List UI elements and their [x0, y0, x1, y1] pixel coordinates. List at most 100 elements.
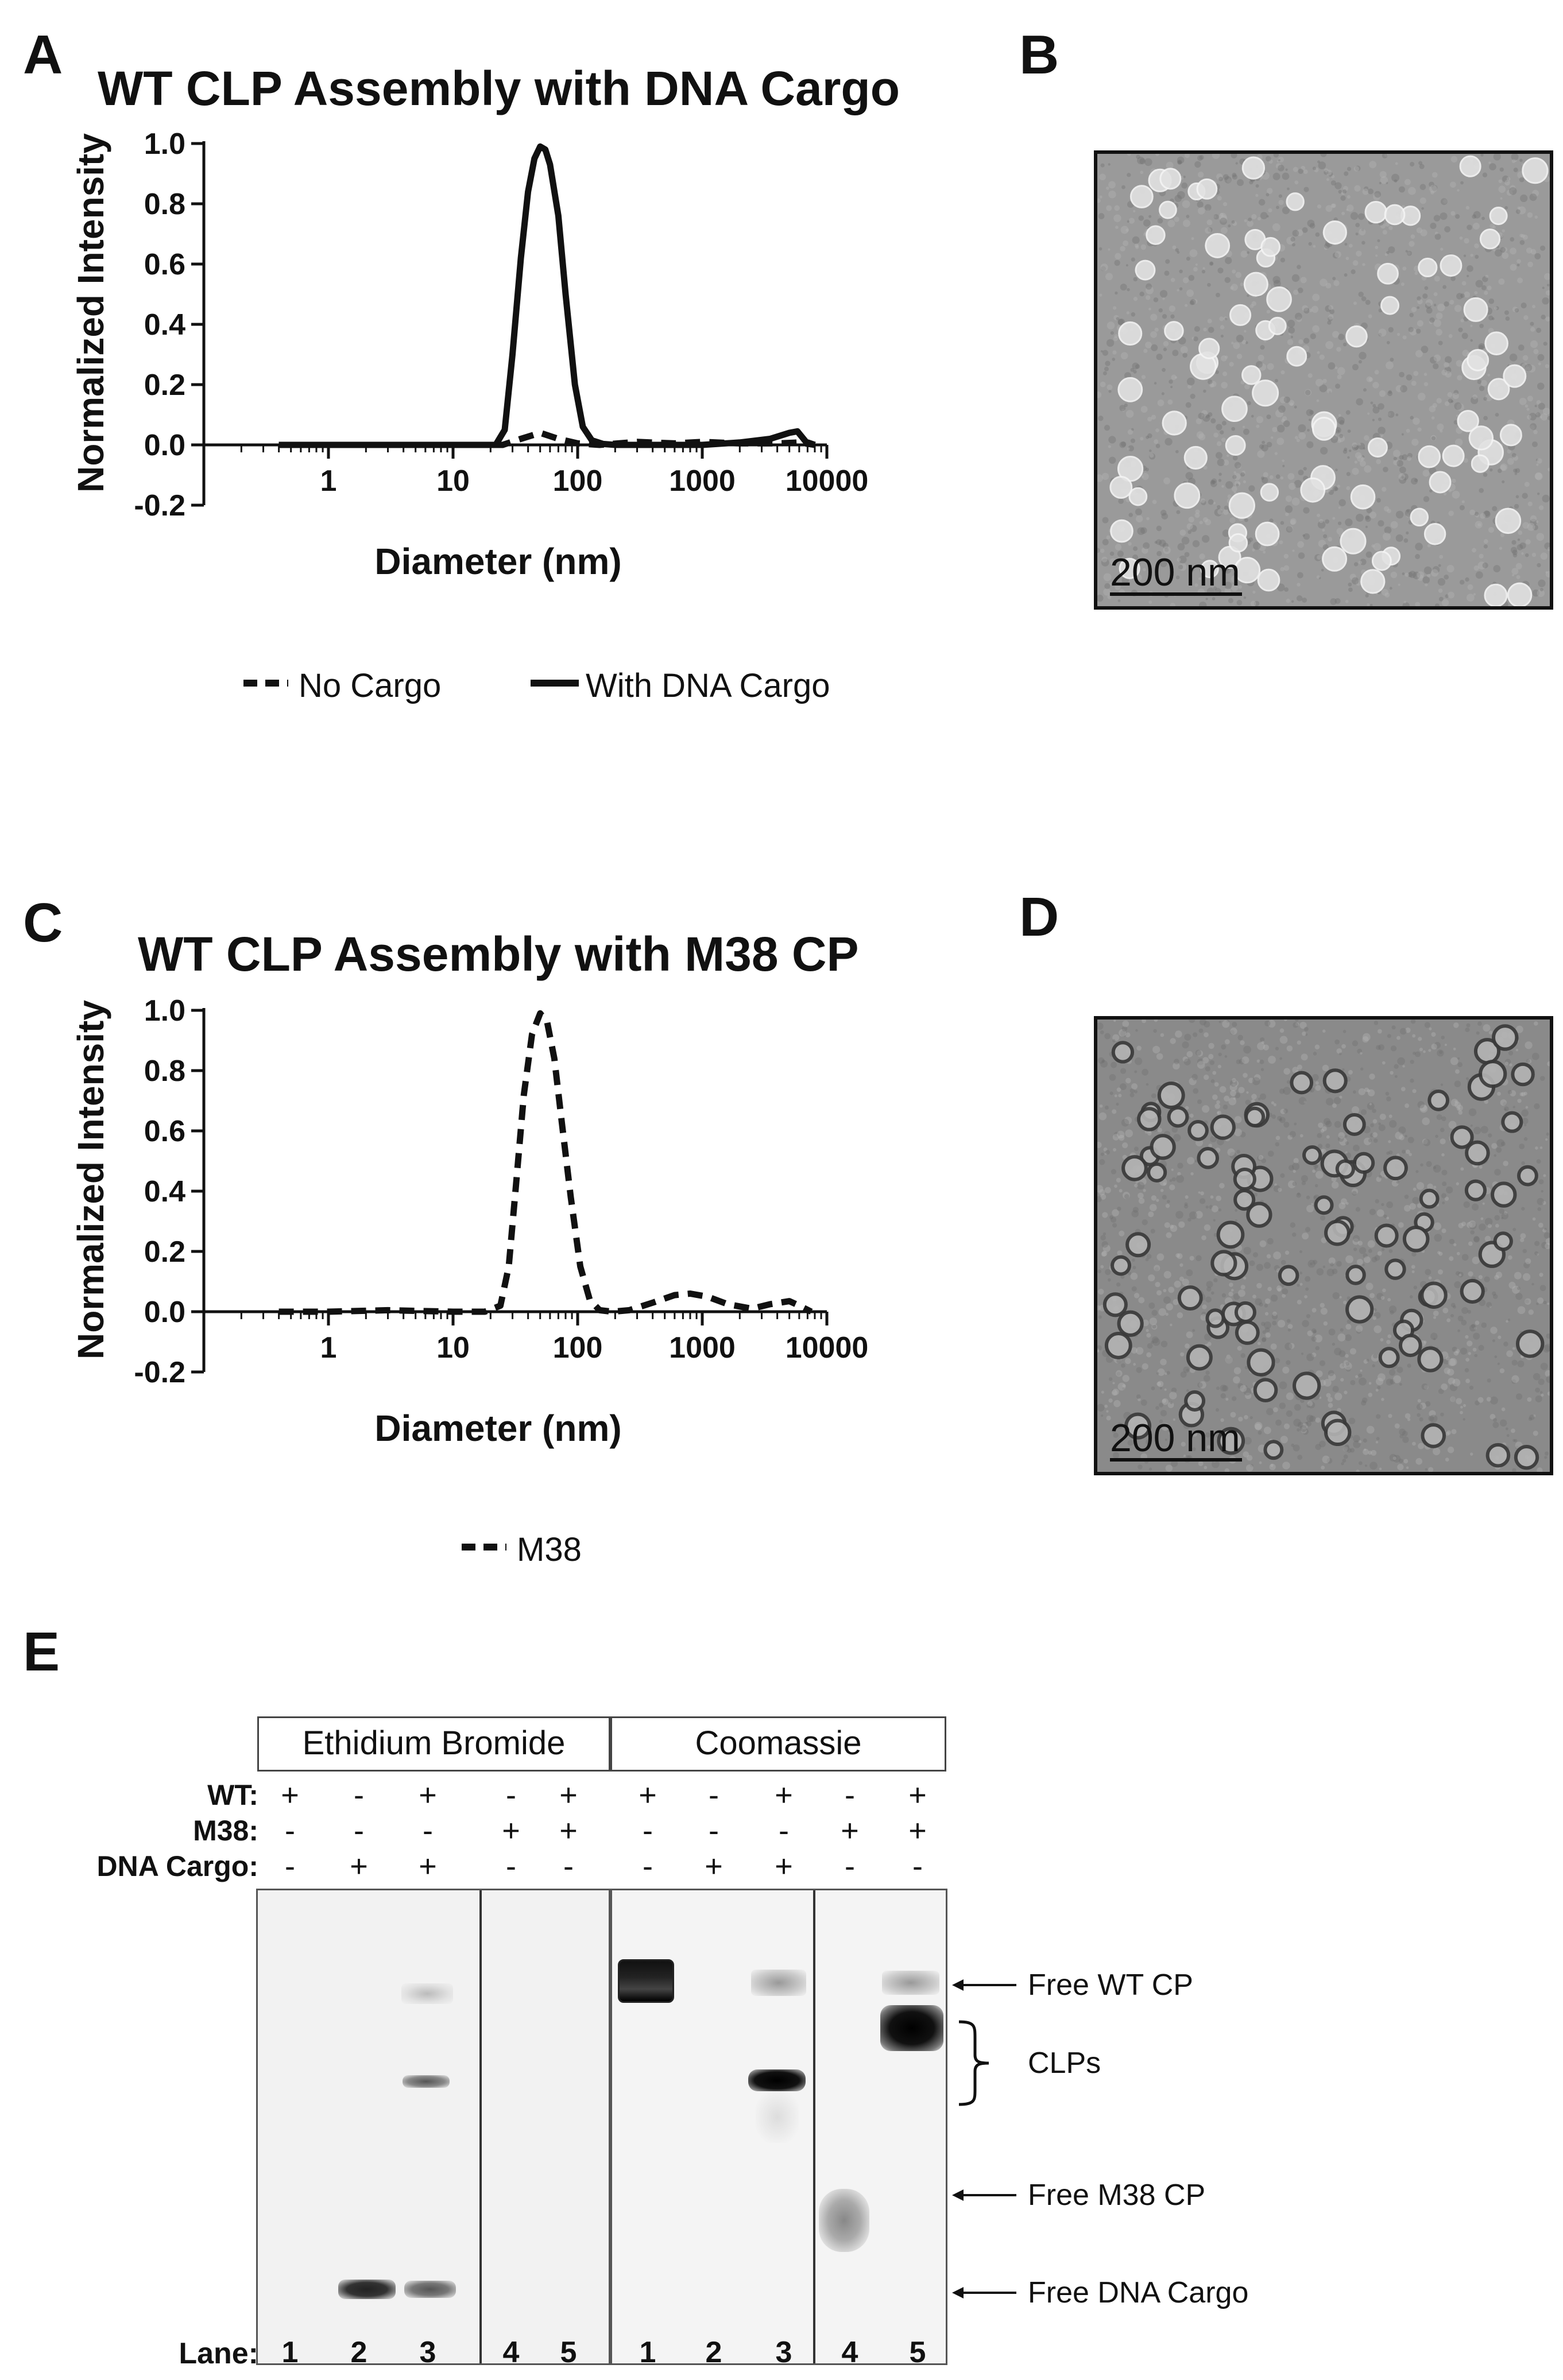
micrograph-grain: [1221, 382, 1228, 389]
micrograph-grain: [1450, 1099, 1458, 1107]
micrograph-grain: [1410, 234, 1415, 239]
micrograph-grain: [1175, 1030, 1182, 1038]
micrograph-grain: [1220, 334, 1224, 338]
micrograph-grain: [1405, 1134, 1407, 1138]
micrograph-grain: [1232, 1080, 1239, 1087]
micrograph-grain: [1287, 1134, 1293, 1140]
micrograph-grain: [1196, 431, 1204, 439]
micrograph-grain: [1292, 1067, 1299, 1073]
micrograph-grain: [1214, 481, 1217, 484]
micrograph-grain: [1342, 1068, 1345, 1071]
micrograph-grain: [1382, 230, 1387, 235]
micrograph-grain: [1255, 184, 1259, 188]
micrograph-grain: [1395, 385, 1403, 393]
particle: [1493, 1231, 1513, 1251]
micrograph-grain: [1369, 1073, 1375, 1080]
micrograph-grain: [1185, 1195, 1189, 1199]
micrograph-grain: [1189, 1077, 1197, 1086]
micrograph-grain: [1116, 1177, 1121, 1183]
micrograph-grain: [1398, 186, 1405, 193]
micrograph-grain: [1298, 424, 1306, 432]
micrograph-grain: [1214, 1082, 1219, 1087]
micrograph-grain: [1388, 1414, 1392, 1418]
micrograph-grain: [1465, 206, 1470, 210]
micrograph-grain: [1365, 1282, 1374, 1290]
micrograph-grain: [1131, 257, 1135, 262]
particle: [1111, 1255, 1131, 1276]
micrograph-grain: [1261, 1041, 1264, 1044]
micrograph-grain: [1512, 455, 1519, 461]
micrograph-grain: [1478, 1275, 1483, 1280]
micrograph-grain: [1499, 1419, 1507, 1427]
micrograph-grain: [1314, 1164, 1318, 1168]
micrograph-grain: [1460, 319, 1464, 323]
micrograph-grain: [1225, 481, 1233, 489]
micrograph-grain: [1433, 1338, 1436, 1340]
micrograph-grain: [1146, 1439, 1152, 1445]
y-tick-label: -0.2: [134, 1356, 185, 1389]
micrograph-grain: [1517, 538, 1521, 541]
micrograph-grain: [1151, 1093, 1156, 1099]
micrograph-grain: [1521, 1207, 1525, 1211]
micrograph-grain: [1264, 1304, 1268, 1308]
micrograph-grain: [1376, 1378, 1384, 1386]
micrograph-grain: [1348, 1069, 1353, 1075]
micrograph-grain: [1358, 443, 1365, 450]
micrograph-grain: [1444, 366, 1452, 374]
micrograph-grain: [1411, 381, 1417, 386]
micrograph-grain: [1276, 583, 1285, 592]
micrograph-grain: [1403, 1459, 1409, 1464]
micrograph-grain: [1449, 1383, 1458, 1391]
micrograph-grain: [1461, 1254, 1469, 1261]
micrograph-grain: [1532, 305, 1535, 308]
micrograph-grain: [1323, 1321, 1328, 1326]
micrograph-grain: [1136, 1394, 1141, 1399]
micrograph-grain: [1323, 534, 1328, 538]
micrograph-grain: [1344, 243, 1348, 246]
micrograph-grain: [1518, 530, 1523, 535]
micrograph-grain: [1184, 552, 1190, 557]
micrograph-grain: [1210, 479, 1215, 485]
micrograph-grain: [1232, 269, 1236, 274]
micrograph-grain: [1236, 599, 1243, 606]
micrograph-grain: [1121, 185, 1125, 189]
micrograph-grain: [1425, 1468, 1428, 1471]
micrograph-grain: [1515, 1025, 1523, 1033]
particle: [1104, 1332, 1132, 1359]
micrograph-grain: [1493, 249, 1496, 252]
micrograph-grain: [1359, 443, 1361, 446]
micrograph-grain: [1249, 304, 1254, 308]
micrograph-grain: [1360, 1067, 1364, 1071]
micrograph-grain: [1177, 543, 1185, 551]
micrograph-grain: [1131, 428, 1134, 431]
micrograph-grain: [1344, 1390, 1348, 1394]
micrograph-grain: [1236, 1149, 1240, 1154]
micrograph-grain: [1189, 249, 1198, 257]
micrograph-grain: [1197, 201, 1204, 208]
micrograph-grain: [1334, 1121, 1341, 1128]
micrograph-grain: [1127, 429, 1133, 435]
micrograph-grain: [1523, 315, 1529, 320]
panel-letter-a: A: [23, 24, 63, 86]
micrograph-grain: [1331, 175, 1335, 179]
micrograph-grain: [1225, 1398, 1229, 1401]
micrograph-grain: [1538, 579, 1546, 587]
micrograph-grain: [1315, 378, 1324, 387]
particle: [1164, 321, 1184, 341]
micrograph-grain: [1135, 508, 1142, 515]
micrograph-grain: [1140, 437, 1144, 441]
micrograph-grain: [1360, 559, 1367, 565]
particle: [1233, 556, 1261, 584]
micrograph-grain: [1163, 546, 1171, 555]
micrograph-grain: [1235, 162, 1238, 165]
micrograph-grain: [1319, 518, 1324, 524]
micrograph-grain: [1330, 203, 1336, 208]
micrograph-grain: [1324, 243, 1330, 249]
micrograph-grain: [1483, 472, 1488, 477]
micrograph-grain: [1305, 390, 1311, 396]
micrograph-grain: [1386, 1339, 1391, 1344]
micrograph-grain: [1364, 1464, 1367, 1467]
micrograph-grain: [1136, 1181, 1145, 1190]
micrograph-grain: [1219, 316, 1224, 321]
micrograph-grain: [1236, 464, 1241, 470]
